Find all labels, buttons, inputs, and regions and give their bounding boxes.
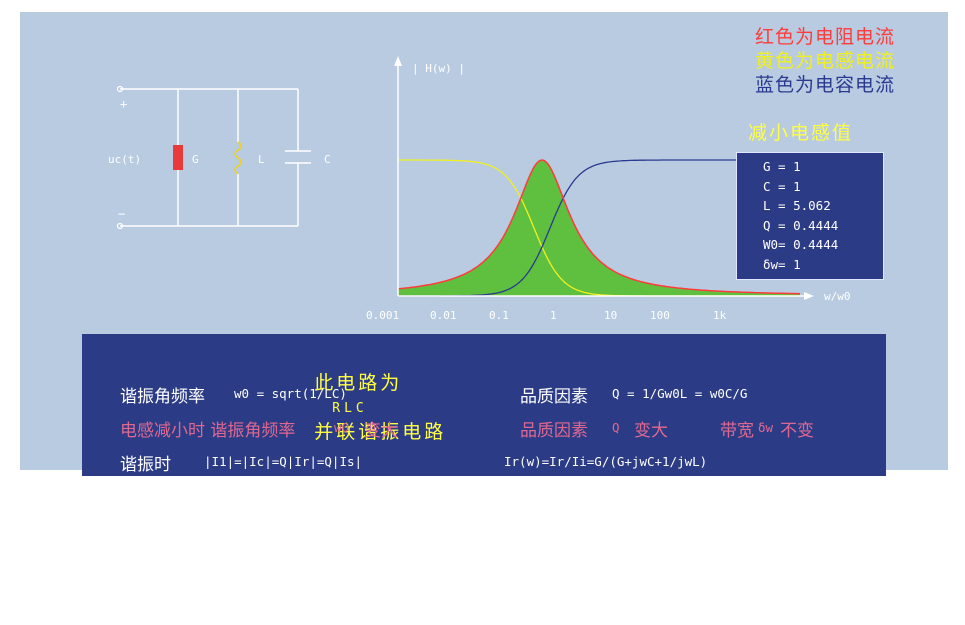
label-bandwidth-unchanged: 不变 bbox=[780, 421, 814, 441]
formula-ir: Ir(w)=Ir/Ii=G/(G+jwC+1/jwL) bbox=[504, 454, 708, 469]
formula-w0: w0 = sqrt(1/LC) bbox=[234, 386, 347, 401]
label-quality-factor-2: 品质因素 bbox=[520, 421, 588, 441]
info-inductor-decrease-line: 电感减小时 谐振角频率 w0 变大 品质因素 Q 变大 带宽 δw 不变 bbox=[120, 416, 814, 625]
resistor-current-curve bbox=[397, 159, 801, 295]
symbol-bandwidth: δw bbox=[758, 420, 774, 435]
label-inductor-decrease: 电感减小时 谐振角频率 bbox=[120, 421, 296, 441]
x-tick-100: 100 bbox=[650, 309, 670, 322]
param-bandwidth: δw= 1 bbox=[763, 256, 801, 272]
param-l: L = 5.062 bbox=[763, 198, 831, 213]
formula-q: Q = 1/Gw0L = w0C/G bbox=[612, 386, 748, 401]
frequency-response-plot: | H(w) | w/w0 0.001 0.01 0.1 1 10 100 1k bbox=[366, 56, 851, 322]
param-q: Q = 0.4444 bbox=[763, 217, 839, 233]
x-axis-label: w/w0 bbox=[824, 290, 851, 303]
x-tick-1k: 1k bbox=[713, 309, 727, 322]
x-tick-01: 0.1 bbox=[489, 309, 509, 322]
x-tick-labels: 0.001 0.01 0.1 1 10 100 1k bbox=[366, 309, 727, 322]
info-resonant-frequency-line: 谐振角频率 w0 = sqrt(1/LC) 品质因素 Q = 1/Gw0L = … bbox=[120, 382, 747, 496]
resonance-fill-area bbox=[398, 160, 800, 296]
terminal-top bbox=[116, 85, 124, 93]
y-axis-arrow bbox=[394, 56, 402, 66]
label-l: L bbox=[258, 153, 265, 166]
label-resonant-frequency: 谐振角频率 bbox=[120, 387, 205, 407]
legend-inductor-current: 黄色为电感电流 bbox=[754, 50, 895, 72]
legend-resistor-current: 红色为电阻电流 bbox=[754, 26, 895, 48]
resistor-g bbox=[173, 145, 183, 170]
parameter-box: G = 1 C = 1 L = 5.062 Q = 0.4444 W0= 0.4… bbox=[736, 152, 884, 280]
info-title-post: 并联谐振电路 bbox=[314, 421, 447, 443]
label-g: G bbox=[192, 153, 199, 166]
terminal-bottom bbox=[116, 222, 124, 230]
label-q-increase: 变大 bbox=[634, 421, 668, 441]
x-tick-1: 1 bbox=[550, 309, 557, 322]
formula-currents: |I1|=|Ic|=Q|Ir|=Q|Is| bbox=[204, 454, 363, 469]
param-w0: W0= 0.4444 bbox=[763, 237, 839, 252]
label-w0-increase: 变大 bbox=[364, 421, 398, 441]
symbol-q: Q bbox=[612, 420, 620, 435]
source-label: uc(t) bbox=[108, 153, 141, 166]
label-at-resonance: 谐振时 bbox=[120, 455, 171, 475]
x-tick-10: 10 bbox=[604, 309, 617, 322]
label-quality-factor: 品质因素 bbox=[520, 387, 588, 407]
info-title-rlc: RLC bbox=[332, 401, 368, 416]
stage: + − uc(t) G L C | H(w) | w/w0 0.001 0.01 bbox=[20, 12, 948, 476]
x-tick-0001: 0.001 bbox=[366, 309, 399, 322]
label-c: C bbox=[324, 153, 331, 166]
info-resonance-line: 谐振时 |I1|=|Ic|=Q|Ir|=Q|Is| Ir(w)=Ir/Ii=G/… bbox=[120, 450, 707, 545]
y-axis-label: | H(w) | bbox=[412, 62, 465, 75]
x-tick-001: 0.01 bbox=[430, 309, 457, 322]
label-bandwidth: 带宽 bbox=[720, 421, 754, 441]
param-c: C = 1 bbox=[763, 178, 801, 194]
x-axis-arrow bbox=[804, 292, 814, 300]
inductor-l bbox=[234, 141, 242, 175]
info-title: 此电路为 RLC 并联谐振电路 bbox=[260, 346, 446, 466]
action-label: 减小电感值 bbox=[748, 122, 854, 144]
legend-capacitor-current: 蓝色为电容电流 bbox=[754, 74, 895, 96]
plus-sign: + bbox=[120, 97, 127, 111]
param-g: G = 1 bbox=[763, 159, 801, 174]
info-title-pre: 此电路为 bbox=[314, 372, 403, 394]
symbol-w0: w0 bbox=[334, 420, 350, 435]
rlc-circuit: + − uc(t) G L C bbox=[108, 85, 331, 230]
diagram-canvas: + − uc(t) G L C | H(w) | w/w0 0.001 0.01 bbox=[108, 56, 851, 322]
info-box: 此电路为 RLC 并联谐振电路 谐振角频率 w0 = sqrt(1/LC) 品质… bbox=[82, 334, 886, 476]
minus-sign: − bbox=[118, 207, 125, 221]
